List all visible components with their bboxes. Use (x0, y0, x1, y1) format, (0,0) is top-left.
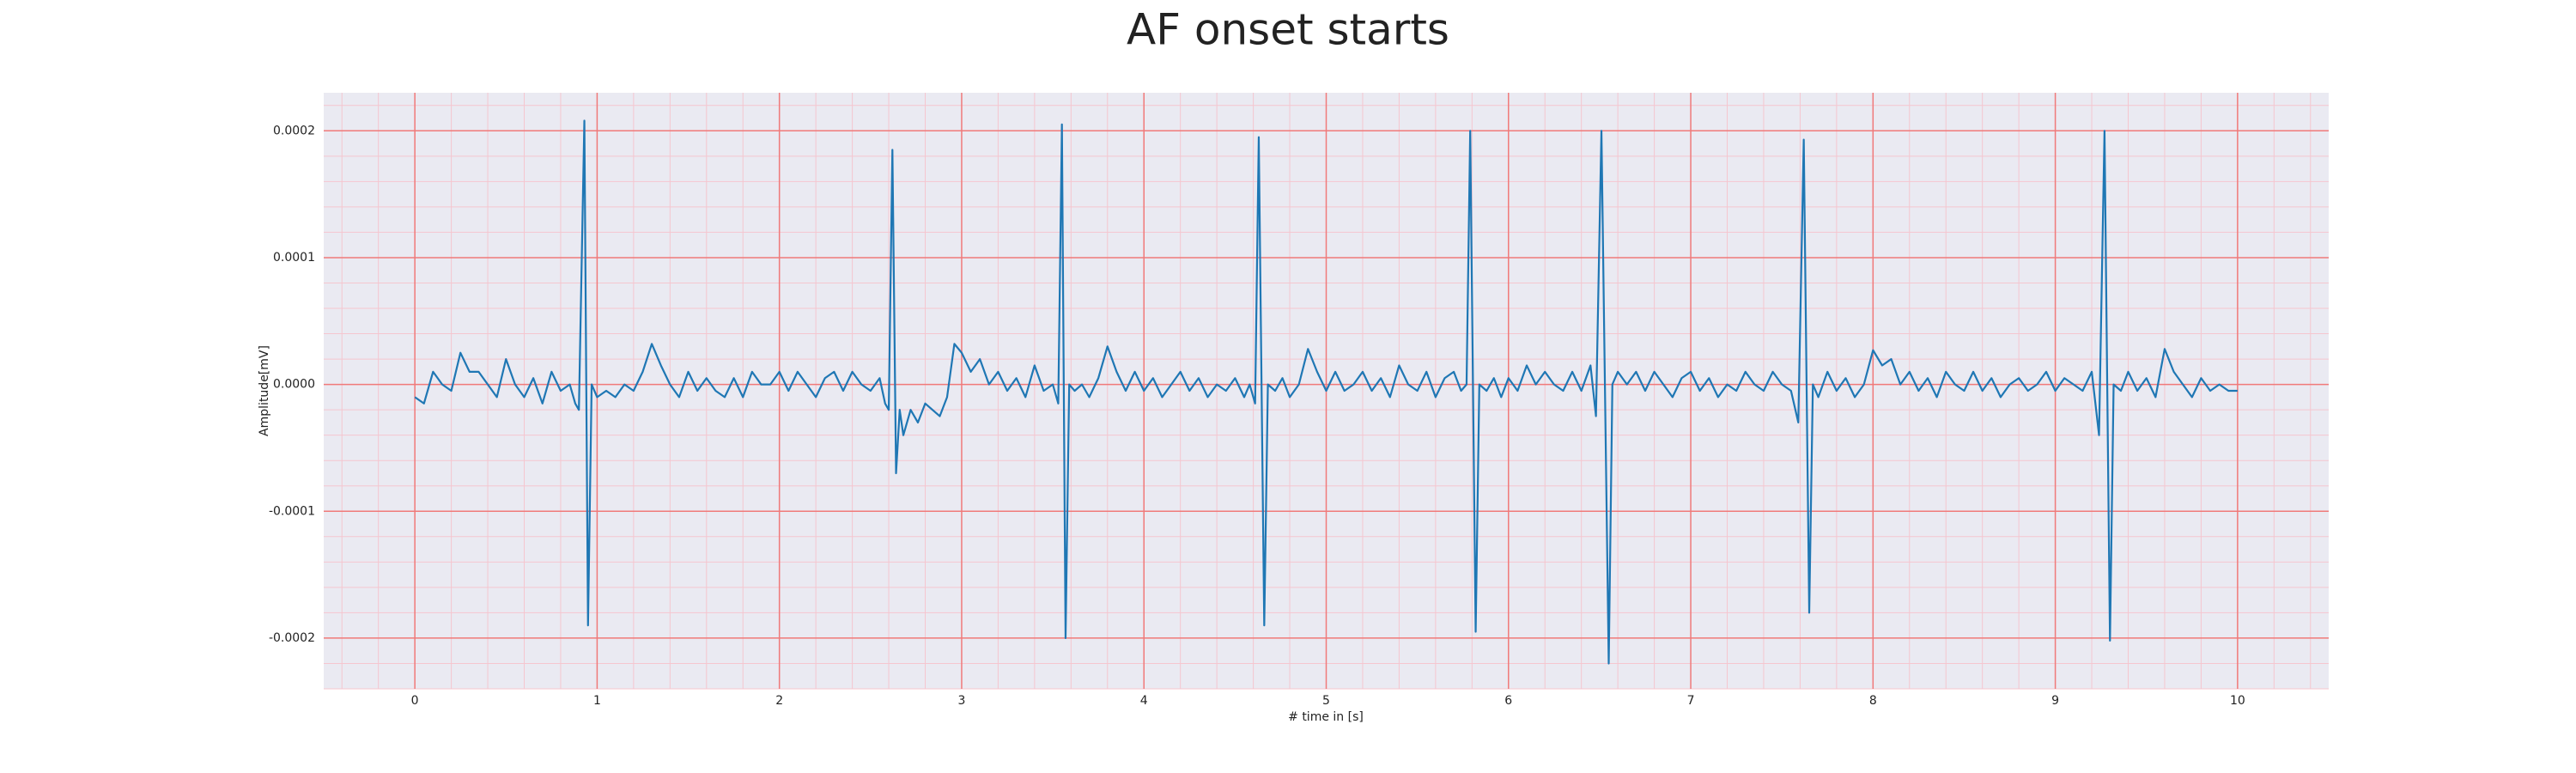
x-axis-label: # time in [s] (1288, 710, 1364, 724)
x-tick-label: 6 (1504, 694, 1512, 708)
x-tick-label: 7 (1687, 694, 1695, 708)
x-tick-label: 0 (411, 694, 419, 708)
x-tick-label: 1 (593, 694, 601, 708)
y-tick-label: 0.0002 (273, 124, 315, 137)
x-tick-label: 5 (1322, 694, 1330, 708)
x-tick-label: 3 (957, 694, 965, 708)
x-tick-label: 4 (1140, 694, 1148, 708)
y-tick-label: 0.0000 (273, 378, 315, 392)
y-tick-label: -0.0002 (269, 631, 315, 645)
y-axis-label: Amplitude[mV] (258, 345, 271, 436)
signal-line (414, 119, 2238, 665)
chart-title: AF onset starts (1127, 5, 1449, 55)
x-tick-label: 8 (1869, 694, 1877, 708)
x-tick-label: 9 (2051, 694, 2059, 708)
x-tick-label: 10 (2230, 694, 2245, 708)
y-tick-label: 0.0001 (273, 251, 315, 265)
y-tick-label: -0.0001 (269, 504, 315, 518)
x-tick-label: 2 (775, 694, 783, 708)
